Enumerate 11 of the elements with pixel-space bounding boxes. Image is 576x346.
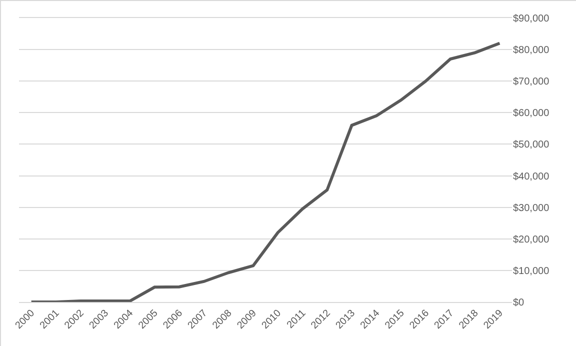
y-tick-label: $10,000 <box>513 266 550 277</box>
y-tick-label: $40,000 <box>513 171 550 182</box>
y-tick-label: $30,000 <box>513 202 550 214</box>
y-tick-label: $90,000 <box>513 14 550 24</box>
y-tick-label: $20,000 <box>513 234 550 246</box>
y-tick-label: $60,000 <box>513 108 550 120</box>
y-tick-label: $70,000 <box>513 76 550 88</box>
line-series <box>30 42 502 302</box>
y-tick-label: $80,000 <box>513 45 550 56</box>
y-tick-label: $50,000 <box>513 140 550 151</box>
y-tick-label: $0 <box>513 298 525 308</box>
